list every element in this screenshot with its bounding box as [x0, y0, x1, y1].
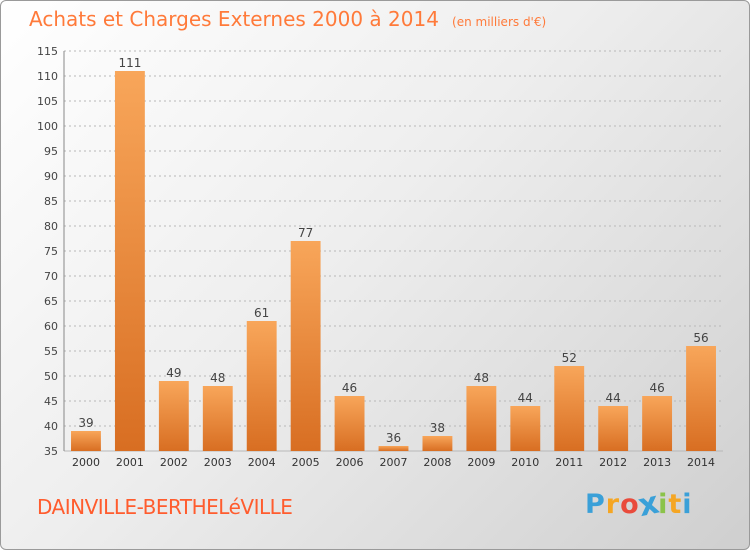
- y-tick-label: 100: [37, 120, 58, 133]
- x-tick-label: 2008: [423, 456, 451, 469]
- data-label: 44: [606, 391, 621, 405]
- bar-2012: [598, 406, 629, 451]
- data-label: 38: [430, 421, 445, 435]
- bar-2005: [290, 241, 321, 451]
- data-label: 52: [562, 351, 577, 365]
- y-tick-label: 75: [44, 245, 58, 258]
- y-tick-label: 40: [44, 420, 58, 433]
- y-tick-label: 95: [44, 145, 58, 158]
- x-tick-label: 2006: [336, 456, 364, 469]
- x-tick-label: 2004: [248, 456, 276, 469]
- bar-2003: [202, 386, 233, 451]
- x-tick-label: 2013: [643, 456, 671, 469]
- data-label: 39: [78, 416, 93, 430]
- chart-subtitle: (en milliers d'€): [452, 15, 547, 29]
- data-label: 48: [210, 371, 225, 385]
- logo-letter: r: [605, 489, 621, 520]
- y-tick-label: 115: [37, 45, 58, 58]
- x-tick-label: 2014: [687, 456, 715, 469]
- bar-2007: [378, 446, 409, 451]
- y-tick-label: 60: [44, 320, 58, 333]
- bar-2001: [114, 71, 145, 451]
- y-tick-label: 80: [44, 220, 58, 233]
- bar-layer: [71, 71, 716, 451]
- x-tick-label: 2012: [599, 456, 627, 469]
- y-tick-label: 35: [44, 445, 58, 458]
- x-tick-label: 2011: [555, 456, 583, 469]
- data-label: 56: [693, 331, 708, 345]
- logo-letter: P: [585, 489, 606, 520]
- logo-letter: t: [668, 489, 683, 520]
- data-label: 46: [649, 381, 664, 395]
- y-tick-label: 45: [44, 395, 58, 408]
- bar-2010: [510, 406, 541, 451]
- proxiti-logo: Proxiti: [585, 485, 693, 524]
- y-tick-label: 105: [37, 95, 58, 108]
- x-tick-label: 2007: [380, 456, 408, 469]
- x-tick-label: 2000: [72, 456, 100, 469]
- label-layer: 35 40 45 50 55 60 65 70 75 80 85 90 95 100 105 110 115 39…: [37, 45, 715, 469]
- data-label: 46: [342, 381, 357, 395]
- bar-2006: [334, 396, 365, 451]
- bar-2000: [71, 431, 101, 451]
- logo-letter: o: [620, 489, 640, 520]
- x-tick-label: 2001: [116, 456, 144, 469]
- y-tick-label: 110: [37, 70, 58, 83]
- data-label: 44: [518, 391, 533, 405]
- bar-2008: [422, 436, 453, 451]
- logo-letter: i: [658, 489, 669, 520]
- title-block: Achats et Charges Externes 2000 à 2014 (…: [29, 7, 546, 31]
- logo-letter: i: [682, 489, 693, 520]
- x-tick-label: 2003: [204, 456, 232, 469]
- bar-2004: [246, 321, 277, 451]
- data-label: 77: [298, 226, 313, 240]
- y-tick-label: 65: [44, 295, 58, 308]
- y-tick-label: 85: [44, 195, 58, 208]
- bar-2002: [158, 381, 189, 451]
- bar-2014: [686, 346, 716, 451]
- x-tick-label: 2010: [511, 456, 539, 469]
- data-label: 49: [166, 366, 181, 380]
- data-label: 36: [386, 431, 401, 445]
- bar-2013: [642, 396, 673, 451]
- bar-2011: [554, 366, 585, 451]
- y-tick-label: 55: [44, 345, 58, 358]
- y-tick-label: 70: [44, 270, 58, 283]
- town-name: DAINVILLE-BERTHELéVILLE: [37, 495, 293, 519]
- data-label: 61: [254, 306, 269, 320]
- x-tick-label: 2005: [292, 456, 320, 469]
- data-label: 111: [118, 56, 141, 70]
- data-label: 48: [474, 371, 489, 385]
- y-tick-label: 50: [44, 370, 58, 383]
- x-tick-label: 2002: [160, 456, 188, 469]
- chart-title: Achats et Charges Externes 2000 à 2014: [29, 7, 439, 31]
- x-tick-label: 2009: [467, 456, 495, 469]
- y-tick-label: 90: [44, 170, 58, 183]
- bar-2009: [466, 386, 497, 451]
